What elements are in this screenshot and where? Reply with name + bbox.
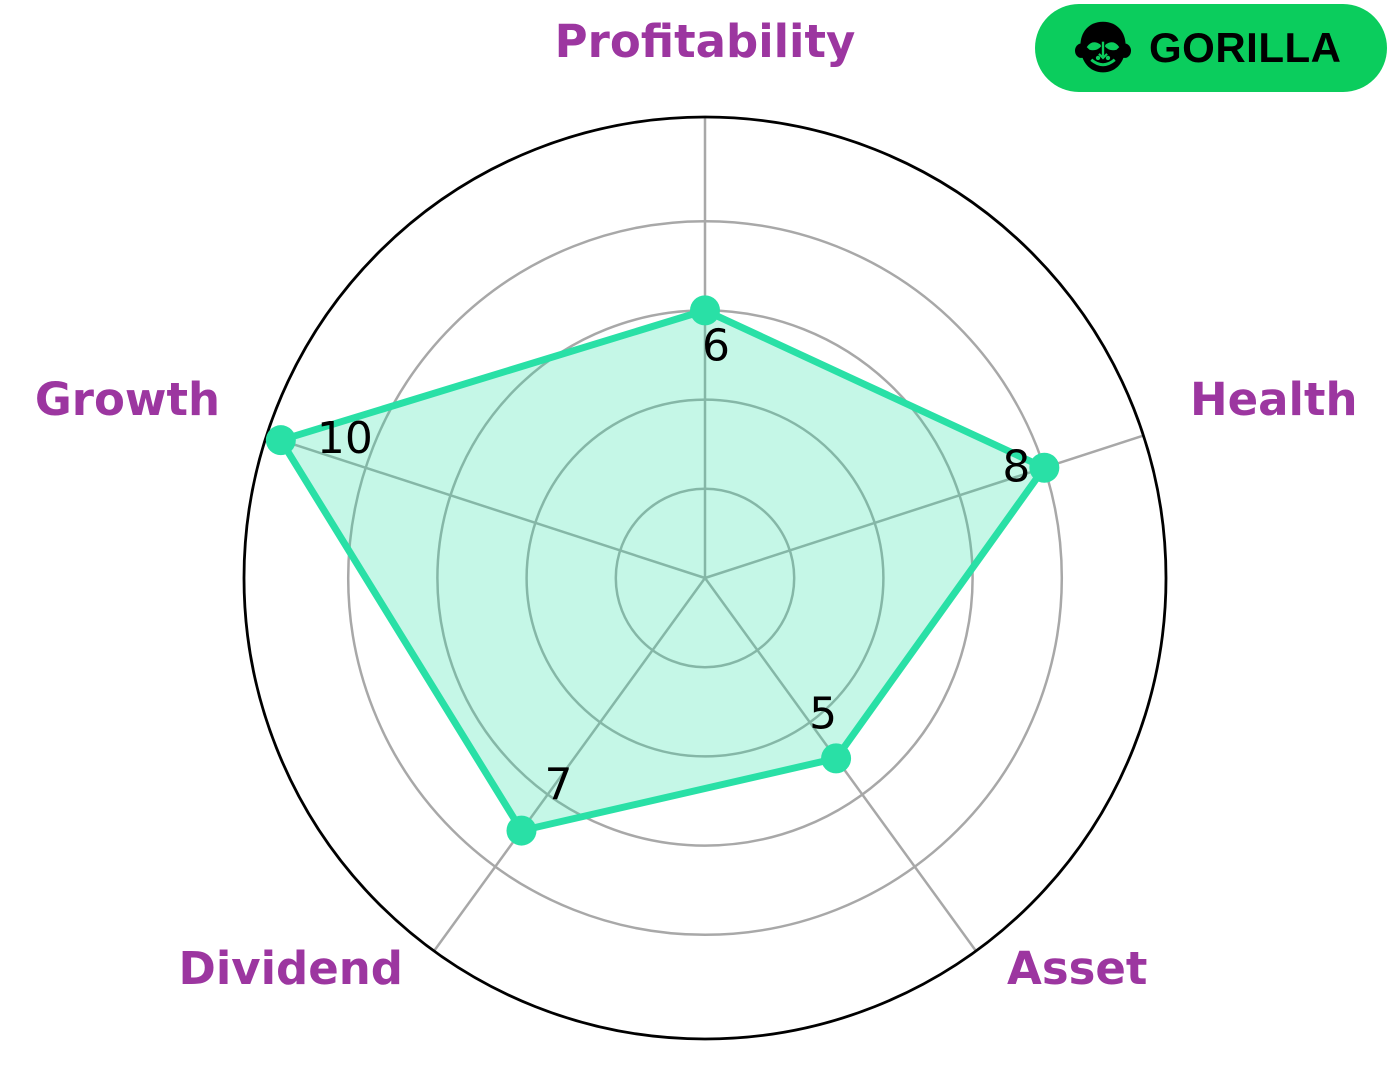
category-label-profitability: Profitability [555, 15, 856, 68]
category-label-growth: Growth [35, 373, 220, 426]
radar-series-layer [265, 295, 1060, 846]
category-label-dividend: Dividend [178, 942, 403, 995]
gorilla-badge: GORILLA [1035, 4, 1387, 92]
data-point-dividend [506, 815, 537, 846]
axis-spoke-dividend [433, 577, 707, 952]
axis-spoke-growth [266, 434, 706, 580]
value-label-profitability: 6 [702, 320, 730, 371]
series-polygon [277, 306, 1048, 835]
value-label-health: 8 [1002, 442, 1030, 493]
data-point-asset [821, 743, 852, 774]
data-point-profitability [690, 295, 720, 326]
data-point-health [1029, 452, 1060, 483]
radar-grid-layer [242, 115, 1168, 1041]
category-label-health: Health [1190, 373, 1358, 426]
gorilla-icon [1074, 20, 1132, 76]
outer-ring [242, 115, 1168, 1041]
value-label-dividend: 7 [544, 760, 572, 811]
value-label-asset: 5 [809, 688, 837, 739]
radar-labels-layer: 6 8 5 7 10 Profitability Health Asset Dividend Gr… [35, 15, 1358, 995]
value-label-growth: 10 [317, 413, 373, 464]
data-point-growth [265, 425, 296, 456]
category-label-asset: Asset [1007, 942, 1147, 995]
axis-spoke-health [704, 434, 1144, 580]
gorilla-badge-label: GORILLA [1149, 24, 1342, 71]
